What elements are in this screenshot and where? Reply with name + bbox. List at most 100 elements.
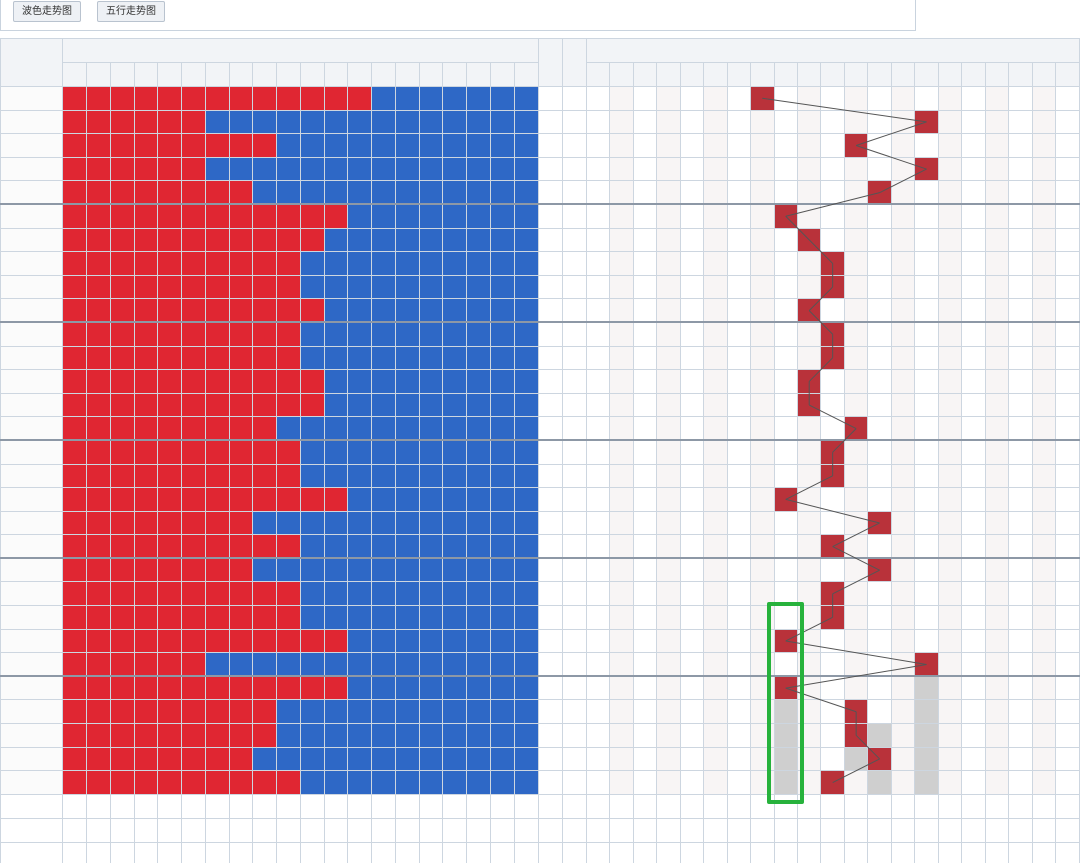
ratio-trend-cell — [1031, 227, 1057, 253]
ratio-trend-cell — [867, 770, 892, 795]
ratio-trend-cell — [679, 369, 705, 394]
span-cell — [561, 298, 587, 323]
number-ball — [347, 274, 373, 300]
ratio-trend-cell — [609, 321, 634, 347]
number-ball — [347, 605, 373, 630]
ratio-trend-cell — [843, 652, 869, 677]
ratio-trend-cell — [1008, 439, 1033, 465]
marker-ratio — [1031, 841, 1057, 863]
number-ball — [299, 321, 325, 347]
ratio-trend-cell — [914, 723, 939, 748]
ratio-trend-cell — [796, 439, 822, 465]
ratio-trend-cell — [750, 439, 775, 465]
ratio-trend-cell — [1031, 581, 1057, 607]
marker-ratio — [820, 817, 845, 843]
ratio-trend-cell — [656, 298, 681, 323]
ratio-trend-cell — [703, 510, 728, 536]
ratio-trend-cell — [773, 392, 798, 418]
ratio-trend-cell — [1031, 723, 1057, 748]
number-ball — [418, 463, 444, 489]
number-ball — [323, 581, 349, 607]
period-header — [0, 38, 64, 87]
ratio-trend-cell — [1008, 133, 1033, 158]
number-ball — [347, 628, 373, 654]
number-ball — [466, 298, 491, 323]
ratio-trend-cell — [1008, 109, 1033, 135]
number-ball — [347, 298, 373, 323]
ratio-trend-cell — [867, 86, 892, 111]
trend-table — [0, 38, 1080, 863]
ratio-trend-cell — [937, 487, 963, 512]
marker-number — [513, 841, 539, 863]
ratio-trend-cell — [984, 369, 1010, 394]
ratio-trend-cell — [796, 392, 822, 418]
number-ball — [490, 345, 515, 371]
number-ball — [513, 203, 539, 229]
ratio-trend-cell — [796, 109, 822, 135]
marker-number — [157, 793, 183, 819]
ratio-trend-cell — [937, 86, 963, 111]
ratio-trend-cell — [867, 251, 892, 276]
ratio-trend-cell — [820, 369, 845, 394]
number-ball — [157, 251, 183, 276]
number-ball — [513, 439, 539, 465]
ratio-trend-cell — [843, 298, 869, 323]
ratio-trend-cell — [843, 605, 869, 630]
number-ball — [490, 251, 515, 276]
number-ball — [394, 746, 420, 772]
ratio-trend-cell — [937, 298, 963, 323]
ratio-col-header — [890, 62, 916, 87]
ratio-trend-cell — [750, 298, 775, 323]
number-ball — [85, 699, 111, 725]
ratio-trend-cell — [890, 675, 916, 701]
ratio-trend-cell — [820, 439, 845, 465]
number-ball — [204, 392, 230, 418]
ratio-trend-cell — [703, 321, 728, 347]
ratio-trend-cell — [843, 628, 869, 654]
ratio-trend-cell — [914, 392, 939, 418]
ratio-trend-cell — [609, 156, 634, 182]
number-ball — [204, 652, 230, 677]
ratio-trend-cell — [890, 180, 916, 205]
color-trend-button[interactable]: 波色走势图 — [13, 1, 81, 22]
ratio-trend-cell — [984, 699, 1010, 725]
ratio-trend-cell — [937, 321, 963, 347]
number-ball — [323, 251, 349, 276]
number-ball — [513, 227, 539, 253]
marker-number — [85, 793, 111, 819]
ratio-trend-cell — [796, 534, 822, 559]
five-elements-trend-button[interactable]: 五行走势图 — [97, 1, 165, 22]
marker-number — [62, 841, 87, 863]
number-ball — [181, 133, 206, 158]
table-row — [0, 605, 1080, 630]
ratio-trend-cell — [843, 770, 869, 795]
ratio-trend-cell — [984, 770, 1010, 795]
number-ball — [347, 392, 373, 418]
marker-number — [204, 841, 230, 863]
ratio-trend-cell — [1008, 557, 1033, 583]
marker-number — [133, 817, 159, 843]
ratio-trend-cell — [1008, 416, 1033, 441]
ratio-trend-cell — [984, 298, 1010, 323]
ratio-trend-cell — [914, 439, 939, 465]
ratio-trend-cell — [632, 628, 658, 654]
ratio-trend-cell — [1031, 345, 1057, 371]
sum-cell — [537, 86, 563, 111]
number-ball — [85, 321, 111, 347]
ratio-trend-cell — [914, 581, 939, 607]
number-ball — [133, 133, 159, 158]
number-ball — [442, 581, 468, 607]
ratio-trend-cell — [609, 723, 634, 748]
number-ball — [85, 392, 111, 418]
number-ball — [228, 487, 254, 512]
number-ball — [371, 746, 396, 772]
number-ball — [109, 133, 135, 158]
number-ball — [394, 156, 420, 182]
number-ball — [62, 180, 87, 205]
ratio-trend-cell — [937, 251, 963, 276]
ratio-trend-cell — [984, 487, 1010, 512]
ratio-trend-cell — [1055, 227, 1080, 253]
number-ball — [442, 392, 468, 418]
table-row — [0, 133, 1080, 158]
number-ball — [442, 723, 468, 748]
